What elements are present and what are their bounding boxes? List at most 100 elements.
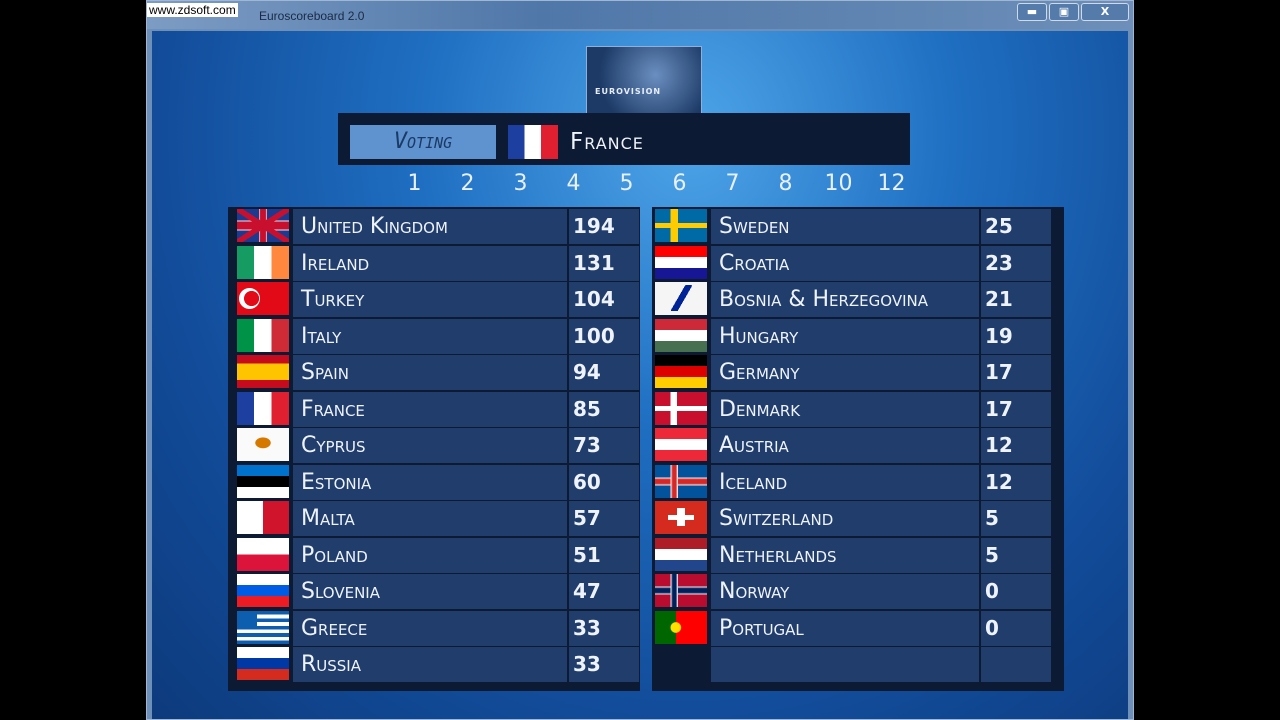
flag-cy-icon	[237, 428, 289, 461]
point-value: 2	[460, 171, 475, 196]
country-score: 12	[981, 464, 1051, 500]
voting-country: France	[570, 129, 644, 155]
maximize-button[interactable]: ▣	[1049, 3, 1079, 21]
country-name: Turkey	[293, 282, 567, 317]
table-row	[655, 647, 1051, 682]
country-name: Austria	[711, 428, 979, 463]
flag-pl-icon	[237, 537, 289, 571]
table-row: Norway 0	[655, 574, 1051, 609]
country-name: Spain	[293, 355, 567, 390]
country-name: Sweden	[711, 209, 979, 244]
country-name: Switzerland	[711, 501, 979, 536]
country-name: Estonia	[293, 464, 567, 500]
flag-pt-icon	[655, 610, 707, 644]
point-value: 7	[725, 171, 740, 196]
table-row: Iceland 12	[655, 464, 1051, 500]
flag-mt-icon	[237, 501, 289, 534]
flag-ba-icon	[655, 282, 707, 315]
window-title: Euroscoreboard 2.0	[259, 9, 365, 23]
close-button[interactable]: X	[1081, 3, 1129, 21]
country-score: 5	[981, 501, 1051, 536]
point-value: 8	[778, 171, 793, 196]
flag-it-icon	[237, 318, 289, 352]
country-score: 57	[569, 501, 639, 536]
country-score: 33	[569, 647, 639, 682]
flag-gr-icon	[237, 610, 289, 644]
flag-tr-icon	[237, 282, 289, 315]
flag-ee-icon	[237, 464, 289, 498]
country-score: 51	[569, 537, 639, 573]
table-row: Slovenia 47	[237, 574, 639, 609]
flag-fr-icon	[508, 125, 558, 159]
country-name: Russia	[293, 647, 567, 682]
app-window: www.zdsoft.com Euroscoreboard 2.0 ▬ ▣ X …	[146, 0, 1134, 720]
country-name: Netherlands	[711, 537, 979, 573]
flag-es-icon	[237, 355, 289, 388]
country-name	[711, 647, 979, 682]
voting-bar: Voting France	[338, 113, 910, 165]
country-name: Ireland	[293, 245, 567, 281]
country-score: 5	[981, 537, 1051, 573]
country-score: 73	[569, 428, 639, 463]
country-name: Malta	[293, 501, 567, 536]
country-score: 60	[569, 464, 639, 500]
country-name: France	[293, 391, 567, 427]
country-score: 23	[981, 245, 1051, 281]
country-score: 0	[981, 574, 1051, 609]
flag-se-icon	[655, 209, 707, 242]
country-score: 94	[569, 355, 639, 390]
flag-de-icon	[655, 355, 707, 388]
country-score: 21	[981, 282, 1051, 317]
table-row: Austria 12	[655, 428, 1051, 463]
country-name: Croatia	[711, 245, 979, 281]
country-name: Slovenia	[293, 574, 567, 609]
country-name: Portugal	[711, 610, 979, 646]
country-score: 0	[981, 610, 1051, 646]
country-score: 33	[569, 610, 639, 646]
table-row: Greece 33	[237, 610, 639, 646]
point-value: 4	[566, 171, 581, 196]
table-row: Italy 100	[237, 318, 639, 354]
point-value: 12	[877, 171, 906, 196]
country-score: 100	[569, 318, 639, 354]
minimize-button[interactable]: ▬	[1017, 3, 1047, 21]
country-name: Greece	[293, 610, 567, 646]
flag-hr-icon	[655, 245, 707, 279]
table-row: Bosnia & Herzegovina 21	[655, 282, 1051, 317]
country-score: 85	[569, 391, 639, 427]
scoreboard: EUROVISION Voting France 1 2 3 4 5 6 7 8 10 12 Un…	[152, 31, 1128, 719]
flag-si-icon	[237, 574, 289, 607]
country-name: Bosnia & Herzegovina	[711, 282, 979, 317]
table-row: United Kingdom 194	[237, 209, 639, 244]
point-value: 5	[619, 171, 634, 196]
country-name: Hungary	[711, 318, 979, 354]
table-row: Turkey 104	[237, 282, 639, 317]
points-row: 1 2 3 4 5 6 7 8 10 12	[388, 171, 918, 196]
table-row: France 85	[237, 391, 639, 427]
flag-ru-icon	[237, 647, 289, 680]
flag-no-icon	[655, 574, 707, 607]
logo-text: EUROVISION	[595, 87, 662, 96]
flag-ch-icon	[655, 501, 707, 534]
country-score: 17	[981, 355, 1051, 390]
point-value: 10	[824, 171, 853, 196]
point-value: 1	[407, 171, 422, 196]
table-row: Croatia 23	[655, 245, 1051, 281]
title-bar[interactable]: www.zdsoft.com Euroscoreboard 2.0 ▬ ▣ X	[147, 1, 1133, 29]
table-row: Malta 57	[237, 501, 639, 536]
country-name: Cyprus	[293, 428, 567, 463]
country-score: 131	[569, 245, 639, 281]
table-row: Switzerland 5	[655, 501, 1051, 536]
flag-gb-icon	[237, 209, 289, 242]
table-row: Russia 33	[237, 647, 639, 682]
voting-label: Voting	[350, 125, 496, 159]
country-score: 194	[569, 209, 639, 244]
empty-flag-slot	[655, 647, 707, 680]
watermark: www.zdsoft.com	[147, 3, 238, 17]
country-score	[981, 647, 1051, 682]
eurovision-logo: EUROVISION	[586, 46, 702, 118]
country-score: 104	[569, 282, 639, 317]
flag-dk-icon	[655, 391, 707, 425]
table-row: Cyprus 73	[237, 428, 639, 463]
country-name: Norway	[711, 574, 979, 609]
